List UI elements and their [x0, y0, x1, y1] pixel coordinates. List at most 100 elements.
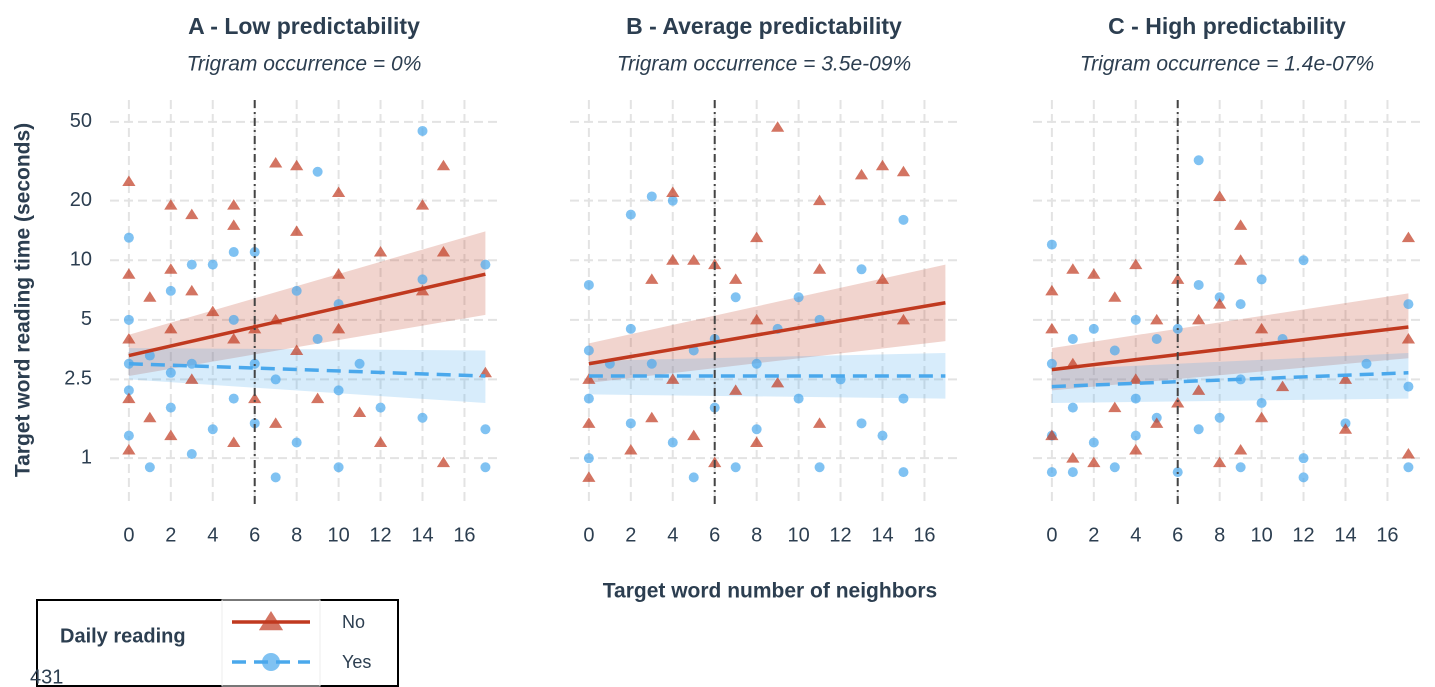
- x-tick-label: 14: [411, 524, 433, 546]
- fit-line: [128, 272, 486, 358]
- confidence-band: [128, 231, 486, 377]
- point: [1234, 254, 1248, 265]
- point: [730, 292, 741, 303]
- point: [333, 385, 344, 396]
- point: [1046, 467, 1057, 478]
- point: [793, 393, 804, 404]
- point: [646, 358, 657, 369]
- point: [1403, 381, 1414, 392]
- x-tick-label: 8: [751, 524, 762, 546]
- point: [875, 273, 890, 284]
- point: [667, 195, 678, 206]
- point: [352, 406, 367, 418]
- x-tick-label: 4: [667, 524, 678, 546]
- x-tick-label: 2: [165, 524, 176, 546]
- point: [583, 279, 594, 290]
- y-tick-label: 2.5: [64, 368, 92, 390]
- point: [771, 121, 785, 132]
- point: [1213, 190, 1227, 201]
- x-tick-label: 16: [1376, 524, 1398, 546]
- point: [667, 437, 678, 448]
- point: [480, 424, 491, 435]
- point: [228, 247, 239, 258]
- point: [1403, 462, 1414, 473]
- point: [354, 358, 365, 369]
- point: [143, 291, 157, 302]
- y-tick-label: 10: [70, 249, 92, 271]
- point: [291, 285, 302, 296]
- point: [750, 313, 764, 325]
- point: [1087, 268, 1101, 279]
- point: [1066, 452, 1080, 463]
- point: [227, 436, 241, 448]
- point: [333, 462, 344, 473]
- point: [123, 430, 134, 441]
- point: [582, 471, 596, 482]
- point: [164, 322, 178, 334]
- point: [185, 208, 199, 220]
- point: [1067, 467, 1078, 478]
- point: [1275, 380, 1290, 392]
- point: [123, 232, 134, 243]
- point: [1403, 299, 1414, 310]
- point: [1151, 334, 1162, 345]
- fit-line: [588, 301, 946, 366]
- point: [122, 268, 136, 279]
- page-number: 431: [30, 666, 63, 687]
- point: [249, 358, 260, 369]
- point: [687, 429, 701, 441]
- point: [185, 373, 199, 384]
- point: [896, 313, 911, 325]
- x-tick-label: 0: [123, 524, 134, 546]
- point: [165, 367, 176, 378]
- x-tick-label: 8: [291, 524, 302, 546]
- point: [898, 393, 909, 404]
- point: [729, 384, 743, 395]
- point: [1234, 219, 1248, 230]
- y-tick-label: 1: [81, 446, 92, 468]
- point: [688, 472, 699, 483]
- point: [1088, 437, 1099, 448]
- point: [311, 392, 325, 404]
- point: [227, 199, 241, 210]
- point: [1129, 258, 1143, 270]
- x-tick-label: 10: [787, 524, 809, 546]
- point: [270, 374, 281, 385]
- point: [269, 417, 283, 428]
- point: [144, 462, 155, 473]
- x-tick-label: 12: [829, 524, 851, 546]
- confidence-band: [588, 264, 946, 383]
- point: [1130, 314, 1141, 325]
- point: [814, 462, 825, 473]
- fit-line: [1051, 325, 1409, 372]
- x-tick-label: 0: [1046, 524, 1057, 546]
- legend-box: [36, 599, 399, 687]
- x-tick-label: 10: [1250, 524, 1272, 546]
- point: [332, 322, 346, 334]
- point: [1130, 393, 1141, 404]
- point: [290, 159, 304, 171]
- point: [1193, 424, 1204, 435]
- legend-label: No: [342, 612, 365, 632]
- point: [332, 186, 346, 197]
- point: [1401, 447, 1416, 459]
- y-tick-label: 5: [81, 308, 92, 330]
- point: [582, 373, 596, 384]
- x-tick-label: 14: [1334, 524, 1356, 546]
- x-tick-label: 2: [625, 524, 636, 546]
- point: [1066, 263, 1080, 274]
- point: [417, 274, 428, 285]
- point: [1109, 345, 1120, 356]
- point: [1214, 292, 1225, 303]
- point: [1067, 402, 1078, 413]
- point: [750, 231, 764, 243]
- point: [373, 246, 388, 257]
- panel-subtitle: Trigram occurrence = 1.4e-07%: [1080, 53, 1374, 76]
- point: [1338, 373, 1353, 384]
- point: [1193, 155, 1204, 166]
- x-tick-label: 6: [1172, 524, 1183, 546]
- point: [1401, 333, 1416, 344]
- point: [1046, 239, 1057, 250]
- point: [1171, 273, 1185, 284]
